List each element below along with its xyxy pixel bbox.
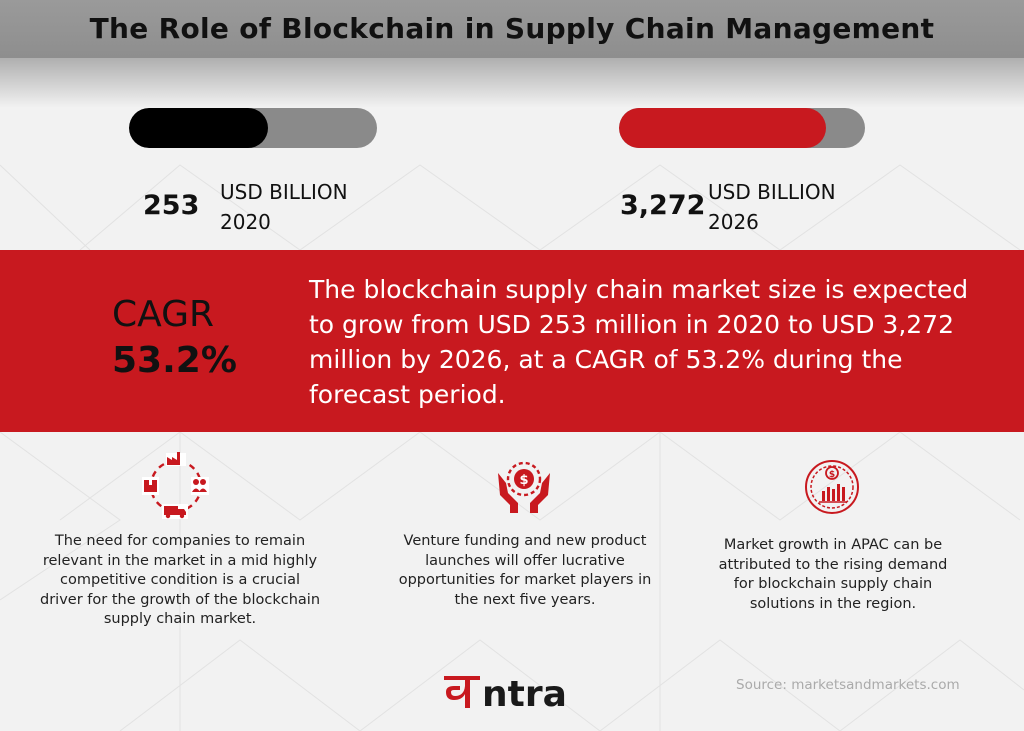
driver-description-funding: Venture funding and new product launches… xyxy=(398,533,652,608)
hands-coin-icon: $ xyxy=(498,461,550,513)
header-bar xyxy=(0,0,1024,58)
svg-text:$: $ xyxy=(519,473,528,488)
year-label-2020: 2020 xyxy=(220,210,271,234)
cagr-label: CAGR xyxy=(112,294,215,335)
driver-description-competition: The need for companies to remain relevan… xyxy=(40,533,321,628)
unit-label-2026: USD BILLION xyxy=(708,180,836,204)
svg-text:$: $ xyxy=(829,470,835,480)
market-value-2020: 253 xyxy=(143,190,200,221)
progress-fill-2020 xyxy=(129,108,268,148)
antra-logo: ntra xyxy=(444,674,567,714)
year-label-2026: 2026 xyxy=(708,210,759,234)
supply-cycle-icon xyxy=(142,452,209,519)
growth-chart-icon: $ xyxy=(805,460,859,514)
page-title: The Role of Blockchain in Supply Chain M… xyxy=(89,12,935,45)
header-shadow xyxy=(0,58,1024,108)
cagr-value: 53.2% xyxy=(112,340,237,381)
cagr-band xyxy=(0,250,1024,432)
progress-fill-2026 xyxy=(619,108,826,148)
unit-label-2020: USD BILLION xyxy=(220,180,348,204)
driver-description-apac: Market growth in APAC can be attributed … xyxy=(718,537,948,612)
progress-bar-2026 xyxy=(619,108,865,148)
svg-text:ntra: ntra xyxy=(482,674,567,714)
cagr-description: The blockchain supply chain market size … xyxy=(309,275,969,409)
progress-bar-2020 xyxy=(129,108,377,148)
market-value-2026: 3,272 xyxy=(620,190,706,221)
source-credit: Source: marketsandmarkets.com xyxy=(736,677,960,693)
